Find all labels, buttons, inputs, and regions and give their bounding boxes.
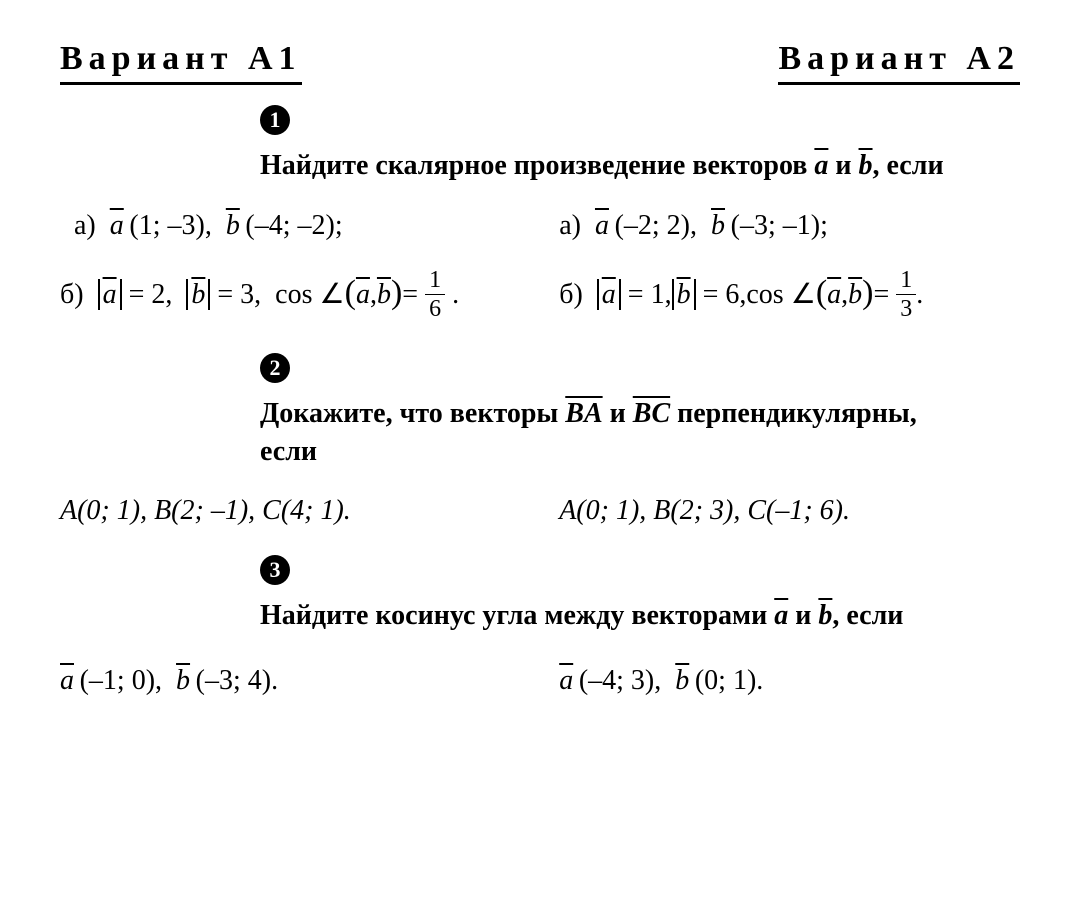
abs-b: b [672, 279, 696, 310]
p3-data: a (–1; 0), b (–3; 4). a (–4; 3), b (0; 1… [60, 665, 1020, 697]
vec-b: b [818, 600, 832, 631]
p1-b-right: б) a = 1,b = 6,cos ∠(a,b)= 13. [559, 270, 1020, 323]
abs-a: a [597, 279, 621, 310]
p2-text-pre: Докажите, что векторы [260, 398, 565, 429]
variant-a1-title: Вариант А1 [60, 40, 302, 85]
variant-headers: Вариант А1 Вариант А2 [60, 40, 1020, 85]
label: б) [60, 279, 84, 310]
vec-a-val: (–4; 3) [579, 665, 654, 696]
p1-text-mid: и [828, 150, 858, 181]
abs-b: b [186, 279, 210, 310]
mag-a: 1 [651, 279, 665, 310]
vec-b-sym: b [176, 665, 190, 696]
frac: 13 [896, 268, 916, 321]
p1-text-post: , если [873, 150, 944, 181]
vec-ba: BA [565, 398, 602, 429]
problem-1-number: 1 [260, 105, 290, 135]
problem-2-prompt: Докажите, что векторы BA и BC перпендику… [260, 395, 960, 471]
p1-row-b: б) a = 2, b = 3, cos ∠(a,b)= 16 . б) a =… [60, 270, 1020, 323]
abs-a: a [98, 279, 122, 310]
vec-b: b [859, 150, 873, 181]
den: 6 [425, 295, 445, 321]
p1-a-right: а) a (–2; 2), b (–3; –1); [559, 210, 1020, 242]
vec-a-sym: a [559, 665, 573, 696]
mag-b: 6 [725, 279, 739, 310]
mag-b: 3 [240, 279, 254, 310]
p2-data: A(0; 1), B(2; –1), C(4; 1). A(0; 1), B(2… [60, 495, 1020, 527]
label: б) [559, 279, 583, 310]
p3-text-pre: Найдите косинус угла между вектора­ми [260, 600, 774, 631]
vec-a-val: (–2; 2) [615, 210, 690, 241]
problem-1: 1 Найдите скалярное произведение век­тор… [60, 105, 1020, 323]
vec-b-sym: b [675, 665, 689, 696]
p2-left: A(0; 1), B(2; –1), C(4; 1). [60, 495, 521, 527]
vec-a-val: (–1; 0) [80, 665, 155, 696]
vec-b-val: (–3; 4) [196, 665, 271, 696]
problem-3-number: 3 [260, 555, 290, 585]
vec-a: a [814, 150, 828, 181]
problem-3: 3 Найдите косинус угла между вектора­ми … [60, 555, 1020, 697]
problem-3-prompt: Найдите косинус угла между вектора­ми a … [260, 597, 960, 635]
p3-text-mid: и [788, 600, 818, 631]
mag-a: 2 [151, 279, 165, 310]
p1-a-left: а) a (1; –3), b (–4; –2); [60, 210, 521, 242]
problem-2: 2 Докажите, что векторы BA и BC перпенди… [60, 353, 1020, 528]
page: Вариант А1 Вариант А2 1 Найдите скалярно… [0, 0, 1080, 765]
p1-text-pre: Найдите скалярное произведение век­торов [260, 150, 814, 181]
p2-text-mid: и [603, 398, 633, 429]
vec-a-sym: a [110, 210, 124, 241]
vec-bc: BC [633, 398, 670, 429]
p3-right: a (–4; 3), b (0; 1). [559, 665, 1020, 697]
p2-right: A(0; 1), B(2; 3), C(–1; 6). [559, 495, 1020, 527]
vec-b-val: (–3; –1) [731, 210, 820, 241]
problem-2-number: 2 [260, 353, 290, 383]
vec-b-val: (–4; –2) [245, 210, 334, 241]
vec-a-sym: a [595, 210, 609, 241]
variant-a2-title: Вариант А2 [778, 40, 1020, 85]
label: а) [74, 210, 96, 241]
den: 3 [896, 295, 916, 321]
problem-1-prompt: Найдите скалярное произведение век­торов… [260, 147, 960, 185]
vec-b-val: (0; 1) [695, 665, 756, 696]
vec-a: a [774, 600, 788, 631]
num: 1 [896, 268, 916, 295]
vec-a-val: (1; –3) [129, 210, 204, 241]
num: 1 [425, 268, 445, 295]
p2-right-text: A(0; 1), B(2; 3), C(–1; 6). [559, 495, 850, 526]
frac: 16 [425, 268, 445, 321]
p1-row-a: а) a (1; –3), b (–4; –2); а) a (–2; 2), … [60, 210, 1020, 242]
p3-text-post: , если [832, 600, 903, 631]
cos: cos ∠ [275, 279, 344, 310]
vec-b-sym: b [226, 210, 240, 241]
p1-b-left: б) a = 2, b = 3, cos ∠(a,b)= 16 . [60, 270, 521, 323]
p3-left: a (–1; 0), b (–3; 4). [60, 665, 521, 697]
vec-b-sym: b [711, 210, 725, 241]
cos: cos ∠ [746, 279, 815, 310]
label: а) [559, 210, 581, 241]
vec-a-sym: a [60, 665, 74, 696]
p2-left-text: A(0; 1), B(2; –1), C(4; 1). [60, 495, 351, 526]
